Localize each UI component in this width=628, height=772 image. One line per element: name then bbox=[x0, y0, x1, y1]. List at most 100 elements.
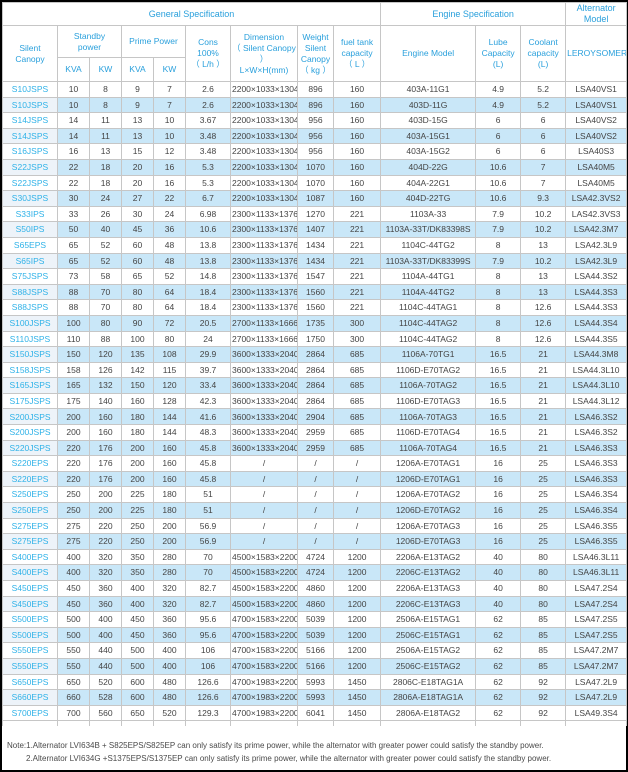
table-row: S660EPS 660 528 600 480 126.6 4700×1983×2200 59… bbox=[2, 689, 628, 706]
cell-model[interactable]: S700EPS bbox=[2, 704, 58, 722]
cell-engine-model: 403A-11G1 bbox=[380, 81, 477, 98]
spacer-cell bbox=[332, 720, 382, 726]
cell-engine-model: 1206D-E70TAG3 bbox=[380, 533, 477, 550]
cell-model[interactable]: S660EPS bbox=[2, 689, 58, 706]
cell-model[interactable]: S650EPS bbox=[2, 673, 58, 691]
table-row: S220EPS 220 176 200 160 45.8///1206D-E70TAG1 1… bbox=[2, 470, 628, 488]
cell-standby-kva: 22 bbox=[57, 158, 90, 176]
cell-alternator: LSA46.3S4 bbox=[565, 502, 628, 519]
cell-fuel-tank: 300 bbox=[332, 314, 382, 332]
cell-model[interactable]: S165JSPS bbox=[2, 377, 58, 394]
cell-model[interactable]: S88JSPS bbox=[2, 299, 58, 316]
cell-prime-kw: 400 bbox=[153, 642, 186, 659]
cell-model[interactable]: S550EPS bbox=[2, 657, 58, 675]
cell-alternator: LSA44.3L10 bbox=[565, 377, 628, 394]
cell-model[interactable]: S250EPS bbox=[2, 486, 58, 504]
cell-fuel-tank: 221 bbox=[332, 252, 382, 270]
cell-model[interactable]: S65IPS bbox=[2, 252, 58, 270]
cell-fuel-tank: 685 bbox=[332, 361, 382, 379]
cell-lube: 10.6 bbox=[475, 158, 522, 176]
cell-model[interactable]: S14JSPS bbox=[2, 127, 58, 145]
cell-dimension: 2200×1033×1304 bbox=[230, 81, 298, 98]
cell-dimension: 2300×1133×1376 bbox=[230, 283, 298, 301]
cell-alternator: LSA42.3M7 bbox=[565, 221, 628, 238]
cell-lube: 16.5 bbox=[475, 361, 522, 379]
cell-dimension: / bbox=[230, 455, 298, 472]
cell-model[interactable]: S400EPS bbox=[2, 548, 58, 566]
cell-standby-kva: 16 bbox=[57, 143, 90, 160]
cell-dimension: 4700×1983×2200 bbox=[230, 704, 298, 722]
table-row: S65IPS 65 52 60 48 13.8 2300×1133×1376 1434 221 1… bbox=[2, 252, 628, 270]
cell-model[interactable]: S250EPS bbox=[2, 502, 58, 519]
cell-model[interactable]: S22JSPS bbox=[2, 158, 58, 176]
cell-model[interactable]: S220EPS bbox=[2, 455, 58, 472]
cell-model[interactable]: S275EPS bbox=[2, 533, 58, 550]
cell-model[interactable]: S400EPS bbox=[2, 564, 58, 581]
cell-model[interactable]: S500EPS bbox=[2, 626, 58, 644]
cell-fuel-tank: 1200 bbox=[332, 611, 382, 628]
cell-coolant: 80 bbox=[520, 595, 567, 613]
cell-coolant: 21 bbox=[520, 392, 567, 410]
cell-model[interactable]: S220EPS bbox=[2, 470, 58, 488]
cell-alternator: LSA47.2S5 bbox=[565, 611, 628, 628]
cell-model[interactable]: S175JSPS bbox=[2, 392, 58, 410]
table-row: S10JSPS 10 8 9 7 2.6 2200×1033×1304 896 160 403A-… bbox=[2, 81, 628, 98]
cell-model[interactable]: S450EPS bbox=[2, 595, 58, 613]
cell-fuel-tank: 685 bbox=[332, 439, 382, 457]
cell-lube: 40 bbox=[475, 580, 522, 597]
cell-weight: 5166 bbox=[297, 657, 334, 675]
cell-engine-model: 2206C-E13TAG2 bbox=[380, 564, 477, 581]
cell-model[interactable]: S550EPS bbox=[2, 642, 58, 659]
cell-model[interactable]: S110JSPS bbox=[2, 330, 58, 348]
cell-model[interactable]: S200JSPS bbox=[2, 424, 58, 441]
cell-alternator: LAS42.3VS3 bbox=[565, 205, 628, 223]
cell-cons: 18.4 bbox=[185, 283, 231, 301]
cell-model[interactable]: S65EPS bbox=[2, 236, 58, 254]
cell-model[interactable]: S30JSPS bbox=[2, 190, 58, 207]
table-row: S275EPS 275 220 250 200 56.9///1206D-E70TAG3 1… bbox=[2, 533, 628, 550]
cell-model[interactable]: S450EPS bbox=[2, 580, 58, 597]
cell-model[interactable]: S16JSPS bbox=[2, 143, 58, 160]
cell-model[interactable]: S500EPS bbox=[2, 611, 58, 628]
cell-alternator: LSA47.2S5 bbox=[565, 626, 628, 644]
cell-model[interactable]: S75JSPS bbox=[2, 268, 58, 285]
cell-prime-kva: 650 bbox=[121, 704, 154, 722]
cell-standby-kva: 400 bbox=[57, 564, 90, 581]
cell-model[interactable]: S14JSPS bbox=[2, 112, 58, 129]
cell-standby-kw: 26 bbox=[89, 205, 122, 223]
cell-standby-kw: 176 bbox=[89, 439, 122, 457]
table-row: S100JSPS 100 80 90 72 20.5 2700×1133×1666 1735 3… bbox=[2, 314, 628, 332]
cell-fuel-tank: 685 bbox=[332, 346, 382, 363]
cell-model[interactable]: S88JSPS bbox=[2, 283, 58, 301]
cell-model[interactable]: S200JSPS bbox=[2, 408, 58, 426]
cell-model[interactable]: S33IPS bbox=[2, 205, 58, 223]
cell-model[interactable]: S10JSPS bbox=[2, 96, 58, 114]
cell-model[interactable]: S220JSPS bbox=[2, 439, 58, 457]
cell-standby-kw: 70 bbox=[89, 299, 122, 316]
cell-standby-kva: 500 bbox=[57, 611, 90, 628]
cell-model[interactable]: S275EPS bbox=[2, 517, 58, 535]
cell-model[interactable]: S10JSPS bbox=[2, 81, 58, 98]
cell-model[interactable]: S158JSPS bbox=[2, 361, 58, 379]
table-row: S88JSPS 88 70 80 64 18.4 2300×1133×1376 1560 221… bbox=[2, 299, 628, 316]
cell-lube: 8 bbox=[475, 330, 522, 348]
cell-model[interactable]: S150JSPS bbox=[2, 346, 58, 363]
cell-standby-kw: 88 bbox=[89, 330, 122, 348]
cell-engine-model: 1106D-E70TAG3 bbox=[380, 392, 477, 410]
cell-model[interactable]: S22JSPS bbox=[2, 174, 58, 192]
spacer-cell bbox=[380, 720, 477, 726]
cell-model[interactable]: S100JSPS bbox=[2, 314, 58, 332]
table-row: S550EPS 550 440 500 400 106 4700×1583×2200 5166… bbox=[2, 657, 628, 675]
cell-alternator: LSA47.2L9 bbox=[565, 689, 628, 706]
cell-model[interactable]: S50IPS bbox=[2, 221, 58, 238]
cell-alternator: LSA47.2S4 bbox=[565, 580, 628, 597]
col-header-silent-canopy: Silent Canopy bbox=[2, 25, 58, 82]
cell-weight: / bbox=[297, 517, 334, 535]
cell-prime-kw: 400 bbox=[153, 657, 186, 675]
cell-alternator: LSA44.3L10 bbox=[565, 361, 628, 379]
spacer-cell bbox=[185, 720, 231, 726]
cell-prime-kw: 128 bbox=[153, 392, 186, 410]
table-row: S22JSPS 22 18 20 16 5.3 2200×1033×1304 1070 160 4… bbox=[2, 158, 628, 176]
cell-weight: 1087 bbox=[297, 190, 334, 207]
cell-coolant: 12.6 bbox=[520, 330, 567, 348]
